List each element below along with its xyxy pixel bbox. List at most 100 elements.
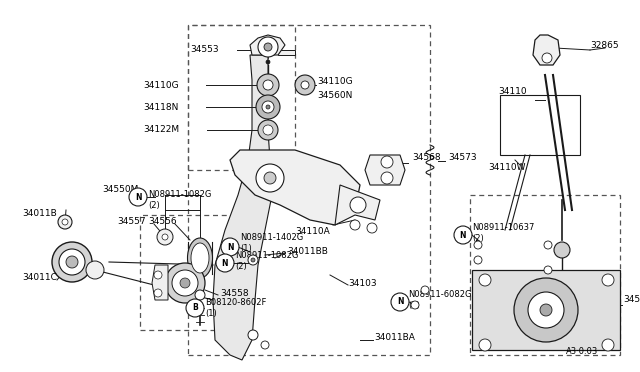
- Circle shape: [479, 274, 491, 286]
- Circle shape: [266, 105, 270, 109]
- Text: 34011B: 34011B: [22, 208, 57, 218]
- Text: N08911-1082G
(2): N08911-1082G (2): [148, 190, 211, 211]
- Circle shape: [261, 341, 269, 349]
- Circle shape: [186, 299, 204, 317]
- Circle shape: [602, 274, 614, 286]
- Text: N: N: [221, 259, 228, 267]
- Text: N: N: [135, 192, 141, 202]
- Text: 34565M: 34565M: [623, 295, 640, 305]
- Circle shape: [367, 223, 377, 233]
- Text: N08911-1402G
(1): N08911-1402G (1): [240, 232, 303, 253]
- Polygon shape: [213, 55, 272, 360]
- Circle shape: [350, 220, 360, 230]
- Text: B: B: [192, 304, 198, 312]
- Text: 34558: 34558: [220, 289, 248, 298]
- Circle shape: [165, 263, 205, 303]
- Circle shape: [59, 249, 85, 275]
- Circle shape: [154, 289, 162, 297]
- Circle shape: [263, 125, 273, 135]
- Circle shape: [248, 330, 258, 340]
- Circle shape: [257, 74, 279, 96]
- Text: 34110G: 34110G: [317, 77, 353, 87]
- Polygon shape: [230, 150, 360, 225]
- Bar: [470, 195, 620, 355]
- Text: 34103: 34103: [348, 279, 376, 288]
- Circle shape: [264, 43, 272, 51]
- Text: 34122M: 34122M: [143, 125, 179, 135]
- Circle shape: [58, 215, 72, 229]
- Circle shape: [86, 261, 104, 279]
- Text: N: N: [397, 298, 403, 307]
- Text: N08911-10637
(2): N08911-10637 (2): [472, 222, 534, 243]
- Circle shape: [62, 219, 68, 225]
- Circle shape: [221, 238, 239, 256]
- Circle shape: [195, 290, 205, 300]
- Text: B08120-8602F
(1): B08120-8602F (1): [205, 298, 266, 318]
- Circle shape: [350, 197, 366, 213]
- Circle shape: [52, 242, 92, 282]
- Circle shape: [262, 101, 274, 113]
- Circle shape: [251, 258, 255, 262]
- Circle shape: [154, 271, 162, 279]
- Bar: [188, 25, 430, 355]
- Text: 34557: 34557: [117, 218, 146, 227]
- Circle shape: [540, 304, 552, 316]
- Text: N: N: [460, 231, 467, 240]
- Text: N08911-6082G
(1): N08911-6082G (1): [408, 289, 472, 310]
- Ellipse shape: [191, 243, 209, 273]
- Circle shape: [544, 241, 552, 249]
- Circle shape: [256, 95, 280, 119]
- Circle shape: [295, 75, 315, 95]
- Text: 34110A: 34110A: [295, 228, 330, 237]
- Circle shape: [474, 241, 482, 249]
- Text: 34110: 34110: [498, 87, 527, 96]
- Circle shape: [263, 80, 273, 90]
- Circle shape: [421, 286, 429, 294]
- Polygon shape: [533, 35, 560, 65]
- Circle shape: [602, 339, 614, 351]
- Circle shape: [264, 172, 276, 184]
- Polygon shape: [250, 35, 285, 55]
- Circle shape: [157, 229, 173, 245]
- Circle shape: [256, 164, 284, 192]
- Circle shape: [381, 172, 393, 184]
- Text: 32865: 32865: [590, 41, 619, 49]
- Bar: [500, 95, 580, 155]
- Circle shape: [266, 60, 270, 64]
- Text: 34110W: 34110W: [488, 164, 525, 173]
- Circle shape: [381, 156, 393, 168]
- Ellipse shape: [188, 238, 212, 278]
- Text: 34011C: 34011C: [22, 273, 57, 282]
- Circle shape: [542, 53, 552, 63]
- Circle shape: [391, 293, 409, 311]
- Circle shape: [248, 255, 258, 265]
- Circle shape: [514, 278, 578, 342]
- Circle shape: [172, 270, 198, 296]
- Text: 34550M: 34550M: [102, 186, 138, 195]
- Text: 34568: 34568: [412, 154, 440, 163]
- Circle shape: [162, 234, 168, 240]
- Circle shape: [544, 266, 552, 274]
- Text: 34553: 34553: [190, 45, 219, 55]
- Text: 34560N: 34560N: [317, 90, 353, 99]
- Text: 34556: 34556: [148, 218, 177, 227]
- Text: 34118N: 34118N: [143, 103, 179, 112]
- Bar: [140, 215, 235, 330]
- Circle shape: [66, 256, 78, 268]
- Circle shape: [454, 226, 472, 244]
- Circle shape: [479, 339, 491, 351]
- Circle shape: [301, 81, 309, 89]
- Circle shape: [528, 292, 564, 328]
- Bar: [188, 25, 295, 170]
- Circle shape: [180, 278, 190, 288]
- Text: N08911-1082G
(2): N08911-1082G (2): [235, 251, 298, 272]
- Circle shape: [474, 256, 482, 264]
- Circle shape: [216, 254, 234, 272]
- Circle shape: [554, 242, 570, 258]
- Circle shape: [258, 120, 278, 140]
- Text: 34011BB: 34011BB: [287, 247, 328, 256]
- Text: 34011BA: 34011BA: [374, 333, 415, 341]
- Polygon shape: [365, 155, 405, 185]
- Circle shape: [258, 37, 278, 57]
- Polygon shape: [278, 50, 295, 55]
